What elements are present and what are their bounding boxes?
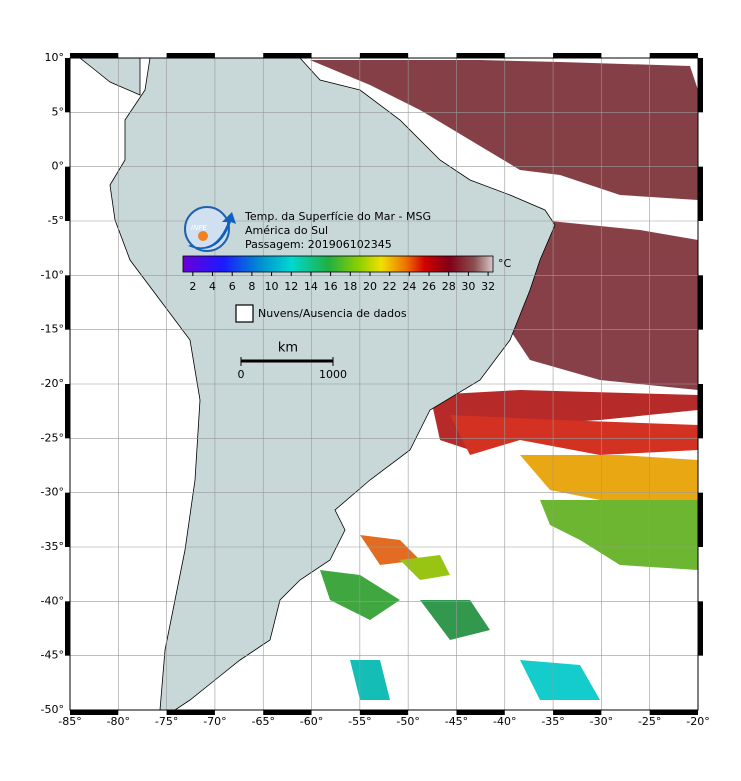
sst-field [310,60,698,700]
lon-tick-label: -45° [445,715,468,728]
frame [65,53,703,715]
colorbar-tick-label: 8 [248,280,255,293]
lon-tick-label: -85° [58,715,81,728]
frame-segment [698,492,703,547]
colorbar-tick-label: 32 [481,280,495,293]
lon-tick-label: -65° [251,715,274,728]
lat-tick-label: -5° [48,214,64,227]
colorbar-tick-label: 10 [265,280,279,293]
lon-tick-label: -20° [686,715,709,728]
colorbar-tick-label: 12 [284,280,298,293]
scale-tick-label: 0 [238,368,245,381]
colorbar-tick-label: 14 [304,280,318,293]
frame-segment [65,384,70,439]
lon-tick-label: -75° [155,715,178,728]
lon-tick-label: -55° [348,715,371,728]
lat-tick-label: -25° [41,431,64,444]
lat-tick-label: -35° [41,540,64,553]
lon-tick-label: -70° [203,715,226,728]
lat-tick-label: -30° [41,486,64,499]
lon-tick-label: -25° [638,715,661,728]
colorbar-tick-label: 6 [229,280,236,293]
lon-tick-label: -60° [300,715,323,728]
frame-segment [65,492,70,547]
scale-unit: km [278,341,298,356]
title-line: Passagem: 201906102345 [245,238,392,251]
frame-segment [649,53,698,58]
colorbar-tick-label: 20 [363,280,377,293]
colorbar [182,255,494,273]
colorbar-tick-label: 18 [343,280,357,293]
frame-segment [359,710,409,715]
lon-tick-label: -30° [590,715,613,728]
frame-segment [698,58,703,113]
frame-segment [698,166,703,221]
colorbar-tick-label: 22 [383,280,397,293]
frame-segment [359,53,409,58]
title-line: América do Sul [245,224,328,237]
lat-tick-label: 0° [52,160,65,173]
lat-tick-label: -15° [41,323,64,336]
frame-segment [70,710,119,715]
scale-tick-label: 1000 [319,368,347,381]
frame-segment [65,166,70,221]
frame-segment [166,53,215,58]
legend-text: Nuvens/Ausencia de dados [258,307,407,320]
logo: INPE [184,206,236,252]
colorbar-tick-label: 16 [324,280,338,293]
frame-segment [553,53,602,58]
frame-segment [65,275,70,330]
lat-tick-label: -50° [41,703,64,716]
title-line: Temp. da Superfície do Mar - MSG [244,210,431,223]
colorbar-tick-label: 2 [189,280,196,293]
frame-segment [698,384,703,439]
legend-swatch [235,304,254,323]
frame-segment [456,710,505,715]
frame-segment [65,601,70,656]
colorbar-tick-label: 28 [442,280,456,293]
colorbar-tick-label: 24 [402,280,416,293]
colorbar-tick-label: 26 [422,280,436,293]
lon-tick-label: -50° [396,715,419,728]
lon-tick-label: -40° [493,715,516,728]
frame-segment [70,53,119,58]
lat-tick-label: -45° [41,649,64,662]
lat-tick-label: -20° [41,377,64,390]
lat-tick-label: -40° [41,594,64,607]
frame-segment [456,53,505,58]
frame-segment [263,710,312,715]
lat-tick-label: 10° [45,51,65,64]
frame-segment [65,58,70,113]
colorbar-tick-label: 4 [209,280,216,293]
lon-tick-label: -80° [107,715,130,728]
frame-segment [553,710,602,715]
frame-segment [263,53,312,58]
colorbar-unit: °C [498,257,512,270]
frame-segment [698,601,703,656]
lat-tick-label: 5° [52,105,65,118]
lat-tick-label: -10° [41,268,64,281]
frame-segment [698,275,703,330]
frame-segment [649,710,698,715]
frame-segment [166,710,215,715]
logo-text: INPE [191,224,208,232]
lon-tick-label: -35° [541,715,564,728]
colorbar-tick-label: 30 [461,280,475,293]
